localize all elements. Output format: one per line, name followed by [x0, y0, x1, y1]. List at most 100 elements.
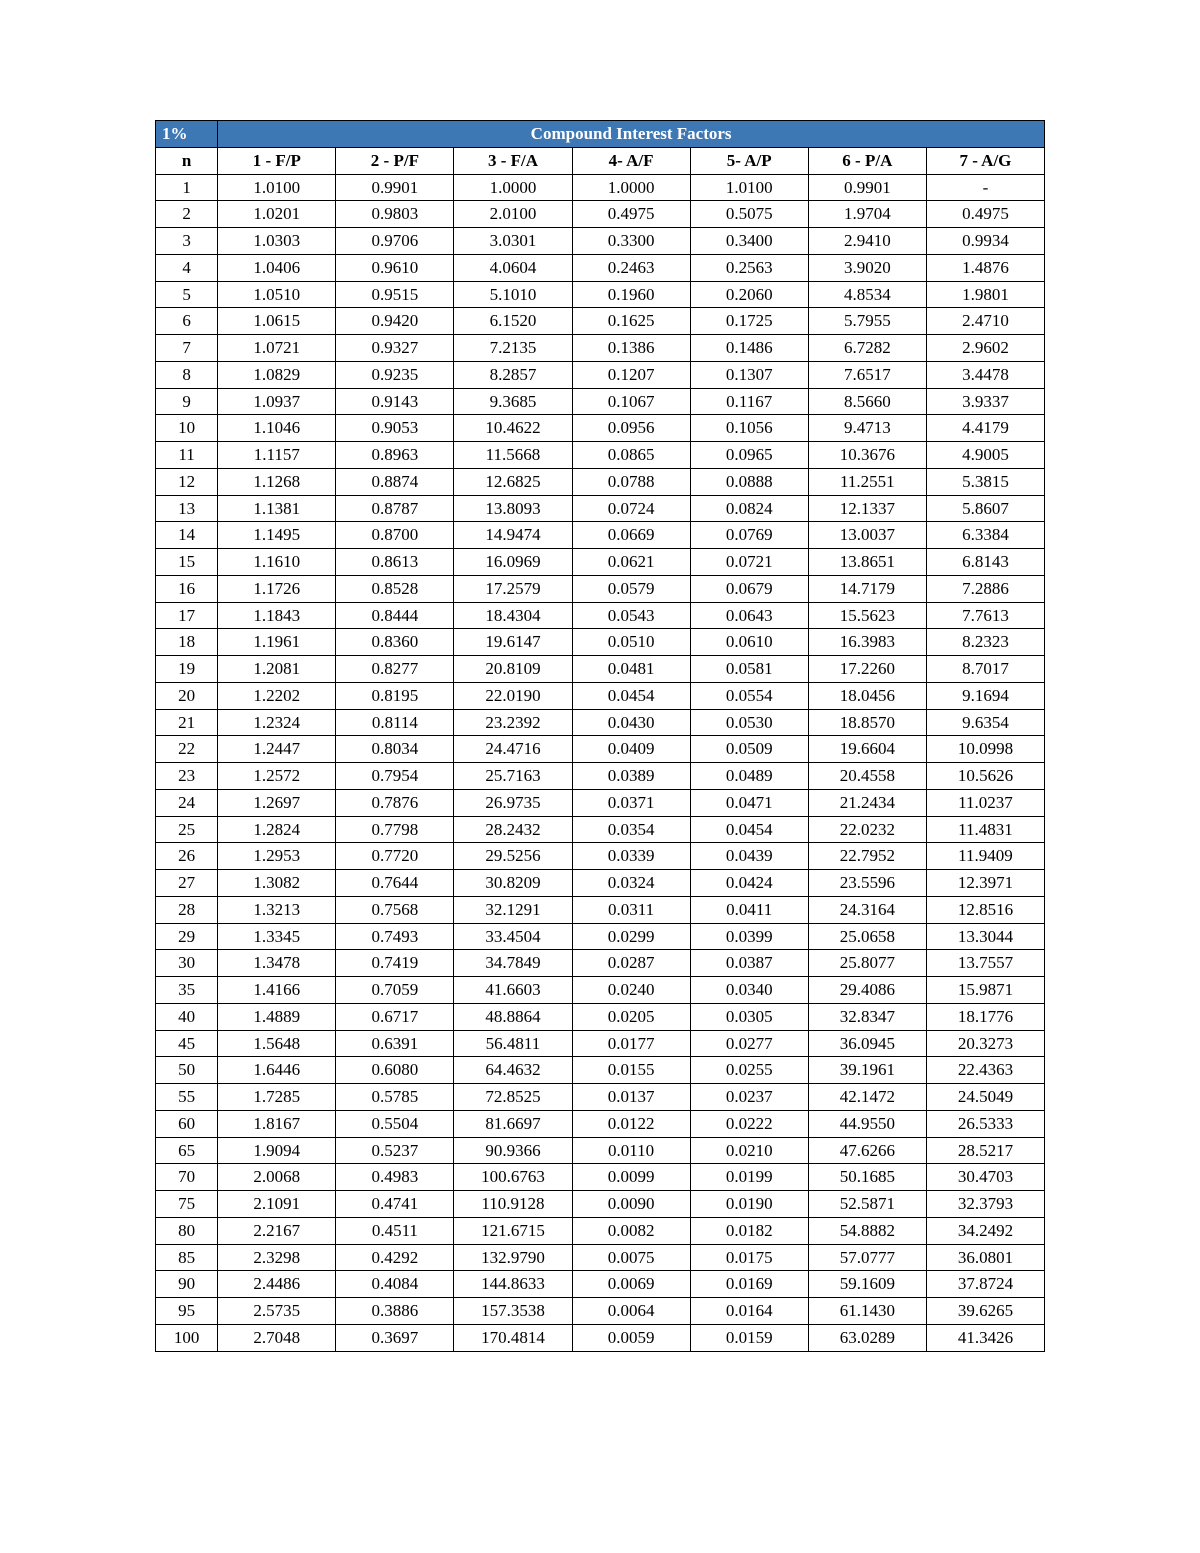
table-cell: 0.0621: [572, 549, 690, 576]
table-row: 41.04060.96104.06040.24630.25633.90201.4…: [156, 254, 1045, 281]
table-cell: 8: [156, 361, 218, 388]
table-row: 281.32130.756832.12910.03110.041124.3164…: [156, 896, 1045, 923]
table-cell: 1.1495: [218, 522, 336, 549]
table-row: 31.03030.97063.03010.33000.34002.94100.9…: [156, 228, 1045, 255]
table-cell: 57.0777: [808, 1244, 926, 1271]
table-cell: 16.3983: [808, 629, 926, 656]
table-cell: 0.1386: [572, 335, 690, 362]
table-cell: 0.0454: [690, 816, 808, 843]
table-cell: 11: [156, 442, 218, 469]
table-title-row: 1% Compound Interest Factors: [156, 121, 1045, 148]
table-cell: 12.3971: [926, 870, 1044, 897]
table-cell: 0.8277: [336, 656, 454, 683]
table-cell: 22.0232: [808, 816, 926, 843]
table-cell: 23.5596: [808, 870, 926, 897]
table-cell: 18.8570: [808, 709, 926, 736]
table-cell: 54.8882: [808, 1217, 926, 1244]
table-cell: 29.5256: [454, 843, 572, 870]
table-cell: 0.0471: [690, 789, 808, 816]
table-cell: 0.0059: [572, 1324, 690, 1351]
table-cell: 0.5785: [336, 1084, 454, 1111]
table-cell: 25.8077: [808, 950, 926, 977]
table-cell: 8.2857: [454, 361, 572, 388]
table-cell: 14.9474: [454, 522, 572, 549]
table-cell: 0.7798: [336, 816, 454, 843]
table-cell: 0.9901: [808, 174, 926, 201]
col-header-fp: 1 - F/P: [218, 147, 336, 174]
col-header-pf: 2 - P/F: [336, 147, 454, 174]
table-cell: 42.1472: [808, 1084, 926, 1111]
table-cell: 1.0829: [218, 361, 336, 388]
table-cell: 3.9020: [808, 254, 926, 281]
table-cell: 0.8700: [336, 522, 454, 549]
table-cell: 48.8864: [454, 1003, 572, 1030]
table-cell: 11.0237: [926, 789, 1044, 816]
col-header-pa: 6 - P/A: [808, 147, 926, 174]
table-cell: 37.8724: [926, 1271, 1044, 1298]
table-cell: 60: [156, 1110, 218, 1137]
table-cell: 3.9337: [926, 388, 1044, 415]
table-cell: 1.9094: [218, 1137, 336, 1164]
table-cell: 70: [156, 1164, 218, 1191]
table-cell: 4: [156, 254, 218, 281]
table-cell: 0.4511: [336, 1217, 454, 1244]
table-cell: 1.1961: [218, 629, 336, 656]
table-cell: 25.0658: [808, 923, 926, 950]
table-cell: 18.4304: [454, 602, 572, 629]
table-row: 121.12680.887412.68250.07880.088811.2551…: [156, 468, 1045, 495]
table-cell: 35: [156, 977, 218, 1004]
table-cell: 0.0210: [690, 1137, 808, 1164]
table-cell: 25.7163: [454, 763, 572, 790]
table-cell: 17: [156, 602, 218, 629]
table-cell: 8.7017: [926, 656, 1044, 683]
table-cell: 110.9128: [454, 1191, 572, 1218]
table-cell: 0.8195: [336, 682, 454, 709]
table-cell: 0.0199: [690, 1164, 808, 1191]
table-cell: 0.0122: [572, 1110, 690, 1137]
table-cell: 33.4504: [454, 923, 572, 950]
table-cell: 21: [156, 709, 218, 736]
table-cell: 0.0340: [690, 977, 808, 1004]
table-cell: 1.0303: [218, 228, 336, 255]
table-row: 101.10460.905310.46220.09560.10569.47134…: [156, 415, 1045, 442]
table-cell: 52.5871: [808, 1191, 926, 1218]
table-cell: 0.8787: [336, 495, 454, 522]
table-cell: 0.0110: [572, 1137, 690, 1164]
table-cell: 23.2392: [454, 709, 572, 736]
table-cell: 2.0068: [218, 1164, 336, 1191]
table-cell: 56.4811: [454, 1030, 572, 1057]
table-row: 902.44860.4084144.86330.00690.016959.160…: [156, 1271, 1045, 1298]
table-cell: 32.3793: [926, 1191, 1044, 1218]
table-cell: 1.1268: [218, 468, 336, 495]
table-cell: 47.6266: [808, 1137, 926, 1164]
table-cell: 30: [156, 950, 218, 977]
table-cell: 0.0769: [690, 522, 808, 549]
table-cell: 13.8651: [808, 549, 926, 576]
table-cell: 14: [156, 522, 218, 549]
table-cell: 26.9735: [454, 789, 572, 816]
table-cell: 34.2492: [926, 1217, 1044, 1244]
table-cell: 0.0371: [572, 789, 690, 816]
table-cell: 6.8143: [926, 549, 1044, 576]
col-header-fa: 3 - F/A: [454, 147, 572, 174]
table-cell: 0.0069: [572, 1271, 690, 1298]
table-cell: 0.0090: [572, 1191, 690, 1218]
table-cell: 27: [156, 870, 218, 897]
table-cell: 1.8167: [218, 1110, 336, 1137]
table-cell: 0.0411: [690, 896, 808, 923]
table-cell: 0.7419: [336, 950, 454, 977]
table-cell: 0.0099: [572, 1164, 690, 1191]
table-cell: 22.0190: [454, 682, 572, 709]
table-cell: 0.0510: [572, 629, 690, 656]
table-cell: 0.0721: [690, 549, 808, 576]
table-cell: 72.8525: [454, 1084, 572, 1111]
table-row: 131.13810.878713.80930.07240.082412.1337…: [156, 495, 1045, 522]
table-cell: 0.0530: [690, 709, 808, 736]
table-cell: 0.9235: [336, 361, 454, 388]
table-cell: 23: [156, 763, 218, 790]
table-cell: 80: [156, 1217, 218, 1244]
table-cell: 0.0287: [572, 950, 690, 977]
table-cell: 11.2551: [808, 468, 926, 495]
table-cell: 39.6265: [926, 1298, 1044, 1325]
table-cell: 1.9704: [808, 201, 926, 228]
